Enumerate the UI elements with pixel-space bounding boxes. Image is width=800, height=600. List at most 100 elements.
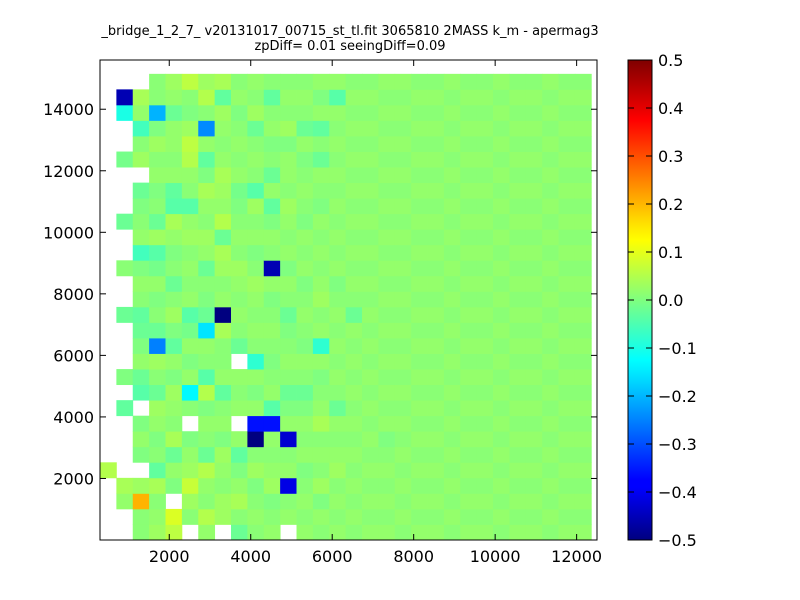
x-tick-label: 12000 (551, 547, 602, 566)
heatmap-cell (231, 493, 248, 510)
heatmap-cell (378, 120, 396, 137)
heatmap-cell (247, 384, 265, 401)
heatmap-cell (427, 493, 445, 510)
heatmap-cell (460, 400, 478, 417)
heatmap-cell (149, 477, 166, 494)
heatmap-cell (427, 275, 445, 292)
heatmap-cell (296, 306, 314, 323)
heatmap-cell (427, 462, 445, 479)
heatmap-cell (116, 89, 134, 106)
heatmap-cell (411, 167, 428, 184)
heatmap-cell (509, 244, 527, 261)
heatmap-cell (509, 353, 527, 370)
heatmap-cell (378, 260, 396, 277)
heatmap-cell (231, 275, 248, 292)
heatmap-cell (132, 244, 150, 261)
heatmap-cell (231, 167, 248, 184)
heatmap-cell (427, 244, 445, 261)
heatmap-cell (443, 275, 461, 292)
heatmap-cell (231, 369, 248, 386)
heatmap-cell (296, 275, 314, 292)
heatmap-cell (493, 384, 510, 401)
heatmap-cell (231, 322, 248, 339)
heatmap-cell (394, 229, 412, 246)
heatmap-cell (411, 477, 428, 494)
heatmap-cell (443, 260, 461, 277)
heatmap-cell (574, 322, 592, 339)
heatmap-cell (394, 73, 412, 90)
heatmap-cell (411, 384, 428, 401)
heatmap-cell (198, 400, 216, 417)
heatmap-cell (525, 446, 543, 463)
heatmap-cell (378, 167, 396, 184)
heatmap-cell (198, 260, 216, 277)
heatmap-cell (460, 120, 478, 137)
heatmap-cell (345, 167, 363, 184)
heatmap-cell (296, 89, 314, 106)
heatmap-cell (116, 369, 134, 386)
heatmap-cell (312, 198, 330, 215)
heatmap-cell (542, 415, 559, 432)
heatmap-cell (231, 508, 248, 525)
heatmap-cell (493, 73, 510, 90)
heatmap-cell (493, 306, 510, 323)
heatmap-cell (574, 104, 592, 121)
heatmap-cell (231, 182, 248, 199)
heatmap-cell (198, 446, 216, 463)
heatmap-cell (165, 431, 183, 448)
heatmap-cell (247, 524, 265, 541)
heatmap-cell (362, 524, 379, 541)
heatmap-cell (574, 213, 592, 230)
heatmap-cell (312, 384, 330, 401)
heatmap-cell (411, 322, 428, 339)
heatmap-cell (509, 291, 527, 308)
heatmap-cell (312, 446, 330, 463)
heatmap-cell (411, 400, 428, 417)
heatmap-cell (100, 462, 117, 479)
heatmap-cell (132, 384, 150, 401)
heatmap-cell (542, 400, 559, 417)
heatmap-cell (181, 508, 199, 525)
heatmap-cell (247, 182, 265, 199)
heatmap-cell (296, 493, 314, 510)
heatmap-cell (345, 120, 363, 137)
heatmap-cell (427, 136, 445, 152)
heatmap-cell (149, 291, 166, 308)
heatmap-cell (493, 104, 510, 121)
heatmap-cell (443, 322, 461, 339)
heatmap-cell (476, 167, 494, 184)
heatmap-cell (427, 120, 445, 137)
heatmap-cell (574, 524, 592, 541)
heatmap-cell (476, 306, 494, 323)
heatmap-cell (542, 260, 559, 277)
heatmap-cell (443, 353, 461, 370)
heatmap-cell (263, 89, 281, 106)
heatmap-cell (132, 151, 150, 168)
heatmap-cell (247, 198, 265, 215)
heatmap-cell (312, 338, 330, 354)
heatmap-cell (558, 213, 576, 230)
heatmap-cell (525, 462, 543, 479)
heatmap-cell (574, 136, 592, 152)
heatmap-cell (312, 89, 330, 106)
heatmap-cell (214, 431, 232, 448)
heatmap-cell (198, 198, 216, 215)
heatmap-cell (345, 151, 363, 168)
heatmap-cell (460, 446, 478, 463)
heatmap-cell (165, 353, 183, 370)
heatmap-cell (443, 73, 461, 90)
heatmap-cell (411, 213, 428, 230)
heatmap-cell (132, 198, 150, 215)
heatmap-cell (345, 291, 363, 308)
heatmap-cell (296, 508, 314, 525)
heatmap-cell (460, 260, 478, 277)
heatmap-cell (558, 104, 576, 121)
heatmap-cell (427, 260, 445, 277)
heatmap-cell (345, 198, 363, 215)
heatmap-cell (525, 244, 543, 261)
heatmap-cell (460, 477, 478, 494)
heatmap-cell (329, 151, 347, 168)
heatmap-cell (231, 244, 248, 261)
heatmap-cell (558, 73, 576, 90)
heatmap-cell (198, 167, 216, 184)
